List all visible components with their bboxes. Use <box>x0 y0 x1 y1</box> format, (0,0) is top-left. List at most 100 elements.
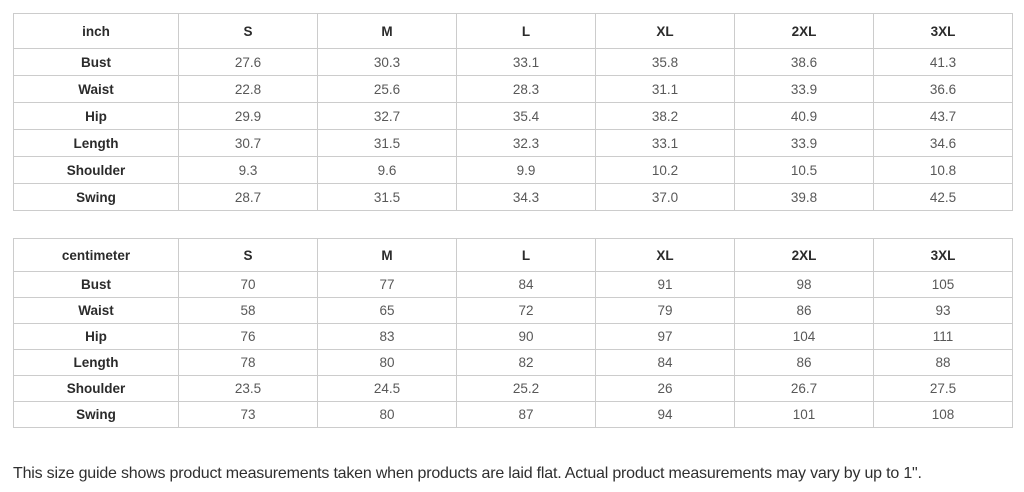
measurement-label: Waist <box>13 75 179 103</box>
measurement-value: 80 <box>317 349 457 376</box>
measurement-value: 35.8 <box>595 48 735 76</box>
table-row: Swing 28.7 31.5 34.3 37.0 39.8 42.5 <box>13 183 1013 211</box>
header-row: inch S M L XL 2XL 3XL <box>13 13 1013 49</box>
measurement-value: 25.2 <box>456 375 596 402</box>
measurement-value: 32.3 <box>456 129 596 157</box>
table-gap <box>13 211 1012 238</box>
measurement-value: 38.2 <box>595 102 735 130</box>
measurement-value: 27.6 <box>178 48 318 76</box>
measurement-value: 30.3 <box>317 48 457 76</box>
measurement-value: 101 <box>734 401 874 428</box>
measurement-value: 31.1 <box>595 75 735 103</box>
measurement-label: Hip <box>13 102 179 130</box>
size-column-header: XL <box>595 13 735 49</box>
measurement-value: 73 <box>178 401 318 428</box>
measurement-value: 65 <box>317 297 457 324</box>
measurement-value: 86 <box>734 349 874 376</box>
measurement-value: 43.7 <box>873 102 1013 130</box>
measurement-value: 22.8 <box>178 75 318 103</box>
measurement-value: 40.9 <box>734 102 874 130</box>
table-row: Shoulder 23.5 24.5 25.2 26 26.7 27.5 <box>13 375 1013 402</box>
measurement-value: 26.7 <box>734 375 874 402</box>
size-column-header: S <box>178 238 318 272</box>
measurement-value: 77 <box>317 271 457 298</box>
measurement-value: 108 <box>873 401 1013 428</box>
size-column-header: 2XL <box>734 238 874 272</box>
measurement-value: 41.3 <box>873 48 1013 76</box>
measurement-value: 83 <box>317 323 457 350</box>
size-column-header: XL <box>595 238 735 272</box>
size-table-inch-header: inch S M L XL 2XL 3XL <box>13 13 1013 49</box>
measurement-value: 28.7 <box>178 183 318 211</box>
measurement-value: 86 <box>734 297 874 324</box>
measurement-label: Bust <box>13 48 179 76</box>
size-column-header: 3XL <box>873 238 1013 272</box>
measurement-value: 33.1 <box>456 48 596 76</box>
measurement-value: 34.6 <box>873 129 1013 157</box>
measurement-value: 94 <box>595 401 735 428</box>
measurement-value: 105 <box>873 271 1013 298</box>
measurement-value: 33.9 <box>734 129 874 157</box>
measurement-value: 34.3 <box>456 183 596 211</box>
size-table-centimeter: centimeter S M L XL 2XL 3XL Bust 70 77 84 91 98 105 W… <box>13 238 1013 428</box>
size-table-inch-body: Bust 27.6 30.3 33.1 35.8 38.6 41.3 Waist 22.8 25.… <box>13 48 1013 211</box>
measurement-value: 31.5 <box>317 183 457 211</box>
table-row: Waist 22.8 25.6 28.3 31.1 33.9 36.6 <box>13 75 1013 103</box>
measurement-value: 23.5 <box>178 375 318 402</box>
table-row: Waist 58 65 72 79 86 93 <box>13 297 1013 324</box>
measurement-value: 37.0 <box>595 183 735 211</box>
measurement-value: 79 <box>595 297 735 324</box>
measurement-label: Shoulder <box>13 375 179 402</box>
measurement-value: 72 <box>456 297 596 324</box>
measurement-value: 42.5 <box>873 183 1013 211</box>
measurement-value: 104 <box>734 323 874 350</box>
measurement-value: 33.9 <box>734 75 874 103</box>
header-row: centimeter S M L XL 2XL 3XL <box>13 238 1013 272</box>
measurement-value: 58 <box>178 297 318 324</box>
unit-label: inch <box>13 13 179 49</box>
size-table-inch: inch S M L XL 2XL 3XL Bust 27.6 30.3 33.1 35.8 38.6… <box>13 13 1013 211</box>
measurement-value: 82 <box>456 349 596 376</box>
unit-label: centimeter <box>13 238 179 272</box>
measurement-label: Hip <box>13 323 179 350</box>
table-row: Bust 70 77 84 91 98 105 <box>13 271 1013 298</box>
measurement-value: 30.7 <box>178 129 318 157</box>
measurement-value: 87 <box>456 401 596 428</box>
measurement-value: 97 <box>595 323 735 350</box>
measurement-label: Shoulder <box>13 156 179 184</box>
table-row: Length 78 80 82 84 86 88 <box>13 349 1013 376</box>
size-column-header: 3XL <box>873 13 1013 49</box>
measurement-value: 93 <box>873 297 1013 324</box>
measurement-value: 26 <box>595 375 735 402</box>
measurement-value: 78 <box>178 349 318 376</box>
table-row: Hip 29.9 32.7 35.4 38.2 40.9 43.7 <box>13 102 1013 130</box>
measurement-value: 29.9 <box>178 102 318 130</box>
size-table-centimeter-body: Bust 70 77 84 91 98 105 Waist 58 65 72 79 86 93 Hip 76 8… <box>13 271 1013 428</box>
measurement-value: 24.5 <box>317 375 457 402</box>
measurement-value: 31.5 <box>317 129 457 157</box>
measurement-value: 32.7 <box>317 102 457 130</box>
measurement-value: 10.8 <box>873 156 1013 184</box>
measurement-value: 25.6 <box>317 75 457 103</box>
measurement-value: 9.9 <box>456 156 596 184</box>
measurement-value: 76 <box>178 323 318 350</box>
measurement-value: 27.5 <box>873 375 1013 402</box>
measurement-value: 38.6 <box>734 48 874 76</box>
measurement-label: Waist <box>13 297 179 324</box>
measurement-value: 84 <box>595 349 735 376</box>
measurement-value: 10.5 <box>734 156 874 184</box>
table-row: Length 30.7 31.5 32.3 33.1 33.9 34.6 <box>13 129 1013 157</box>
measurement-label: Swing <box>13 401 179 428</box>
measurement-value: 88 <box>873 349 1013 376</box>
measurement-value: 33.1 <box>595 129 735 157</box>
measurement-value: 39.8 <box>734 183 874 211</box>
size-column-header: M <box>317 238 457 272</box>
measurement-value: 35.4 <box>456 102 596 130</box>
measurement-label: Length <box>13 129 179 157</box>
measurement-value: 70 <box>178 271 318 298</box>
table-row: Swing 73 80 87 94 101 108 <box>13 401 1013 428</box>
measurement-value: 80 <box>317 401 457 428</box>
measurement-value: 84 <box>456 271 596 298</box>
size-column-header: L <box>456 13 596 49</box>
